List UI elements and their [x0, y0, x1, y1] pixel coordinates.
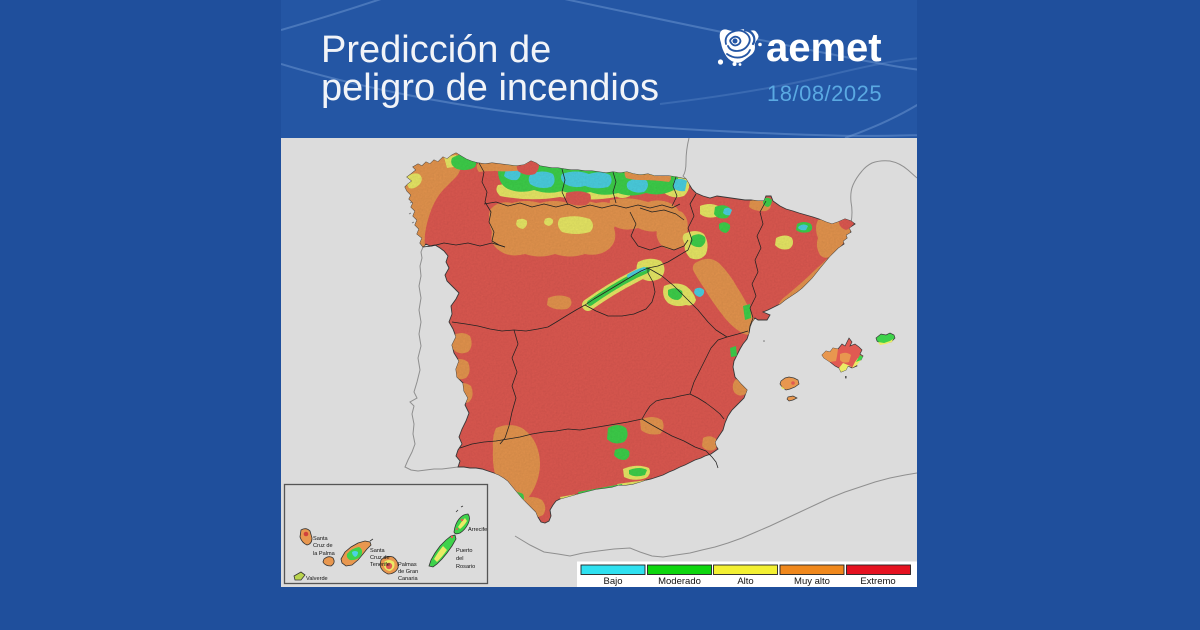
svg-text:Tenerife: Tenerife — [370, 562, 390, 568]
svg-text:Cruz de: Cruz de — [313, 543, 333, 549]
svg-text:Bajo: Bajo — [603, 576, 622, 587]
svg-text:Canaria: Canaria — [398, 576, 418, 582]
svg-text:Santa: Santa — [313, 536, 329, 542]
svg-text:Puerto: Puerto — [456, 548, 472, 554]
svg-text:Alto: Alto — [737, 576, 753, 587]
svg-text:Valverde: Valverde — [306, 576, 328, 582]
svg-text:de Gran: de Gran — [398, 569, 418, 575]
svg-text:Rosario: Rosario — [456, 564, 475, 570]
svg-text:Moderado: Moderado — [658, 576, 701, 587]
svg-text:Muy alto: Muy alto — [794, 576, 830, 587]
svg-text:Palmas: Palmas — [398, 562, 417, 568]
svg-text:del: del — [456, 556, 463, 562]
svg-text:Arrecife: Arrecife — [468, 527, 487, 533]
svg-text:Santa: Santa — [370, 548, 386, 554]
svg-text:Cruz de: Cruz de — [370, 555, 390, 561]
svg-text:la Palma: la Palma — [313, 551, 336, 557]
svg-text:Extremo: Extremo — [860, 576, 895, 587]
